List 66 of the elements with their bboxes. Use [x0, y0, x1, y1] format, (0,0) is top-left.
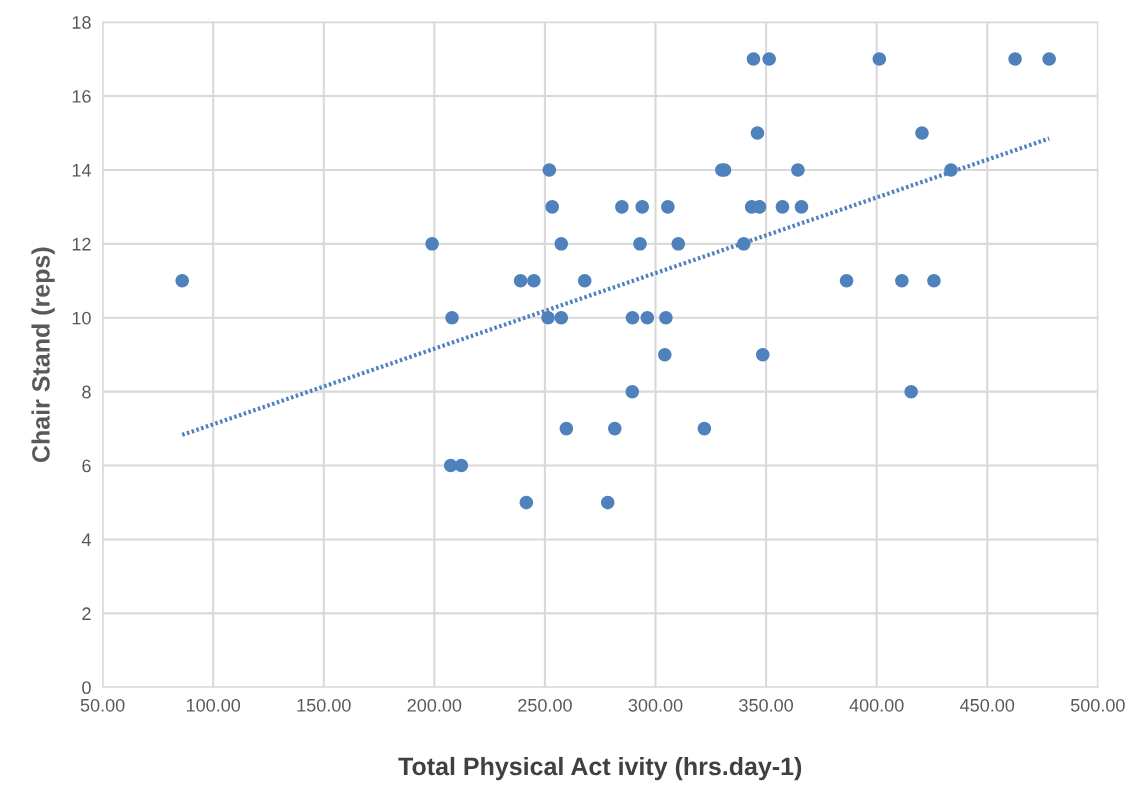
- x-tick-label: 50.00: [80, 698, 125, 712]
- point: [746, 52, 761, 66]
- point: [513, 274, 528, 288]
- point: [541, 310, 555, 325]
- point: [175, 274, 189, 288]
- point: [633, 237, 647, 251]
- x-tick-label: 200.00: [407, 698, 462, 712]
- x-tick-label: 300.00: [628, 698, 683, 712]
- point: [904, 384, 918, 399]
- y-tick-label: 14: [72, 164, 91, 177]
- point: [625, 310, 640, 325]
- point: [762, 52, 776, 66]
- point: [794, 200, 809, 214]
- y-axis-title: Chair Stand (reps): [31, 247, 55, 463]
- y-tick-label: 10: [72, 311, 91, 325]
- y-tick-label: 2: [82, 607, 91, 620]
- point: [658, 347, 672, 362]
- point: [1008, 52, 1022, 66]
- point: [895, 274, 909, 288]
- point: [1042, 52, 1056, 66]
- point: [944, 163, 958, 177]
- point: [775, 200, 790, 214]
- point: [915, 126, 929, 140]
- point: [755, 347, 770, 362]
- x-tick-label: 450.00: [960, 698, 1015, 712]
- y-tick-label: 4: [81, 533, 91, 547]
- point: [425, 237, 439, 251]
- point: [671, 237, 686, 251]
- x-tick-label: 350.00: [739, 698, 793, 712]
- point: [615, 200, 629, 214]
- point: [640, 310, 655, 325]
- point: [791, 163, 805, 177]
- point: [577, 274, 592, 288]
- point: [600, 495, 615, 510]
- y-tick-label: 12: [72, 237, 91, 251]
- point: [608, 421, 622, 436]
- point: [545, 200, 559, 214]
- y-tick-label: 0: [82, 681, 91, 695]
- point: [635, 200, 649, 214]
- point: [872, 52, 887, 66]
- y-tick-label: 6: [82, 459, 91, 473]
- x-tick-label: 100.00: [186, 698, 241, 712]
- point: [559, 421, 574, 436]
- point: [445, 310, 459, 325]
- point: [750, 126, 765, 140]
- point: [625, 384, 640, 399]
- x-tick-label: 250.00: [518, 698, 572, 712]
- point: [554, 310, 569, 325]
- point: [839, 274, 854, 288]
- point: [454, 458, 469, 473]
- point: [542, 163, 557, 177]
- x-tick-label: 500.00: [1070, 698, 1125, 712]
- x-tick-label: 400.00: [849, 698, 904, 712]
- y-tick-label: 16: [72, 89, 91, 103]
- y-tick-label: 18: [72, 16, 91, 29]
- y-tick-label: 8: [82, 385, 91, 399]
- x-tick-label: 150.00: [297, 698, 351, 712]
- point: [527, 274, 541, 288]
- point: [554, 237, 569, 251]
- point: [927, 274, 941, 288]
- point: [661, 200, 675, 214]
- point: [659, 310, 673, 325]
- point: [519, 495, 534, 510]
- x-axis-title: Total Physical Act ivity (hrs.day-1): [398, 756, 802, 781]
- point: [736, 237, 751, 251]
- point: [697, 421, 712, 436]
